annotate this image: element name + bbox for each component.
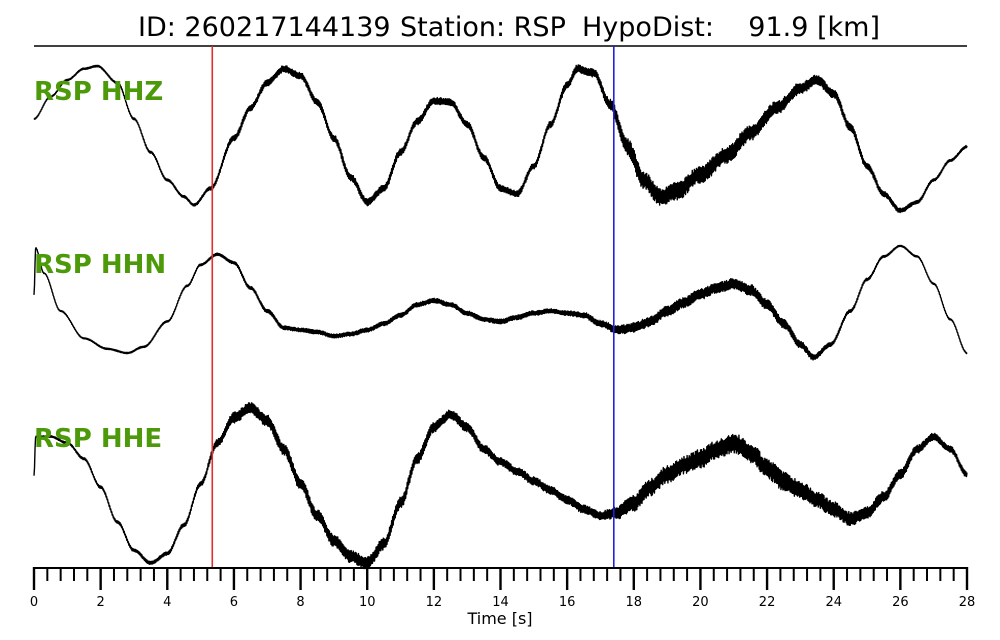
trace-rsp-hhz: [33, 64, 968, 214]
x-tick-label: 26: [892, 595, 909, 610]
title-station: Station: RSP: [400, 12, 566, 43]
x-tick-label: 14: [492, 595, 509, 610]
title-event-id: ID: 260217144139: [138, 12, 391, 43]
channel-label-group: RSP HHZ RSP HHN RSP HHE: [34, 77, 166, 454]
x-tick-label: 8: [296, 595, 304, 610]
x-tick-label: 20: [692, 595, 709, 610]
title-hypodist: HypoDist: 91.9 [km]: [582, 12, 880, 43]
channel-label: RSP HHN: [34, 250, 166, 280]
trace-rsp-hhe: [33, 402, 968, 570]
channel-label: RSP HHE: [34, 424, 162, 454]
x-tick-label: 12: [426, 595, 443, 610]
x-axis-label: Time [s]: [466, 609, 532, 628]
x-tick-label: 16: [559, 595, 576, 610]
trace-group: [33, 64, 968, 570]
channel-label: RSP HHZ: [34, 77, 163, 107]
trace-rsp-hhn: [33, 244, 968, 361]
x-tick-label: 18: [626, 595, 643, 610]
x-tick-label: 28: [959, 595, 976, 610]
x-tick-label: 24: [825, 595, 842, 610]
x-tick-label: 4: [163, 595, 171, 610]
x-tick-label: 0: [30, 595, 38, 610]
pick-group: [211, 46, 615, 568]
x-tick-label: 6: [230, 595, 238, 610]
x-tick-label: 2: [97, 595, 105, 610]
x-tick-label: 10: [359, 595, 376, 610]
x-tick-label: 22: [759, 595, 776, 610]
